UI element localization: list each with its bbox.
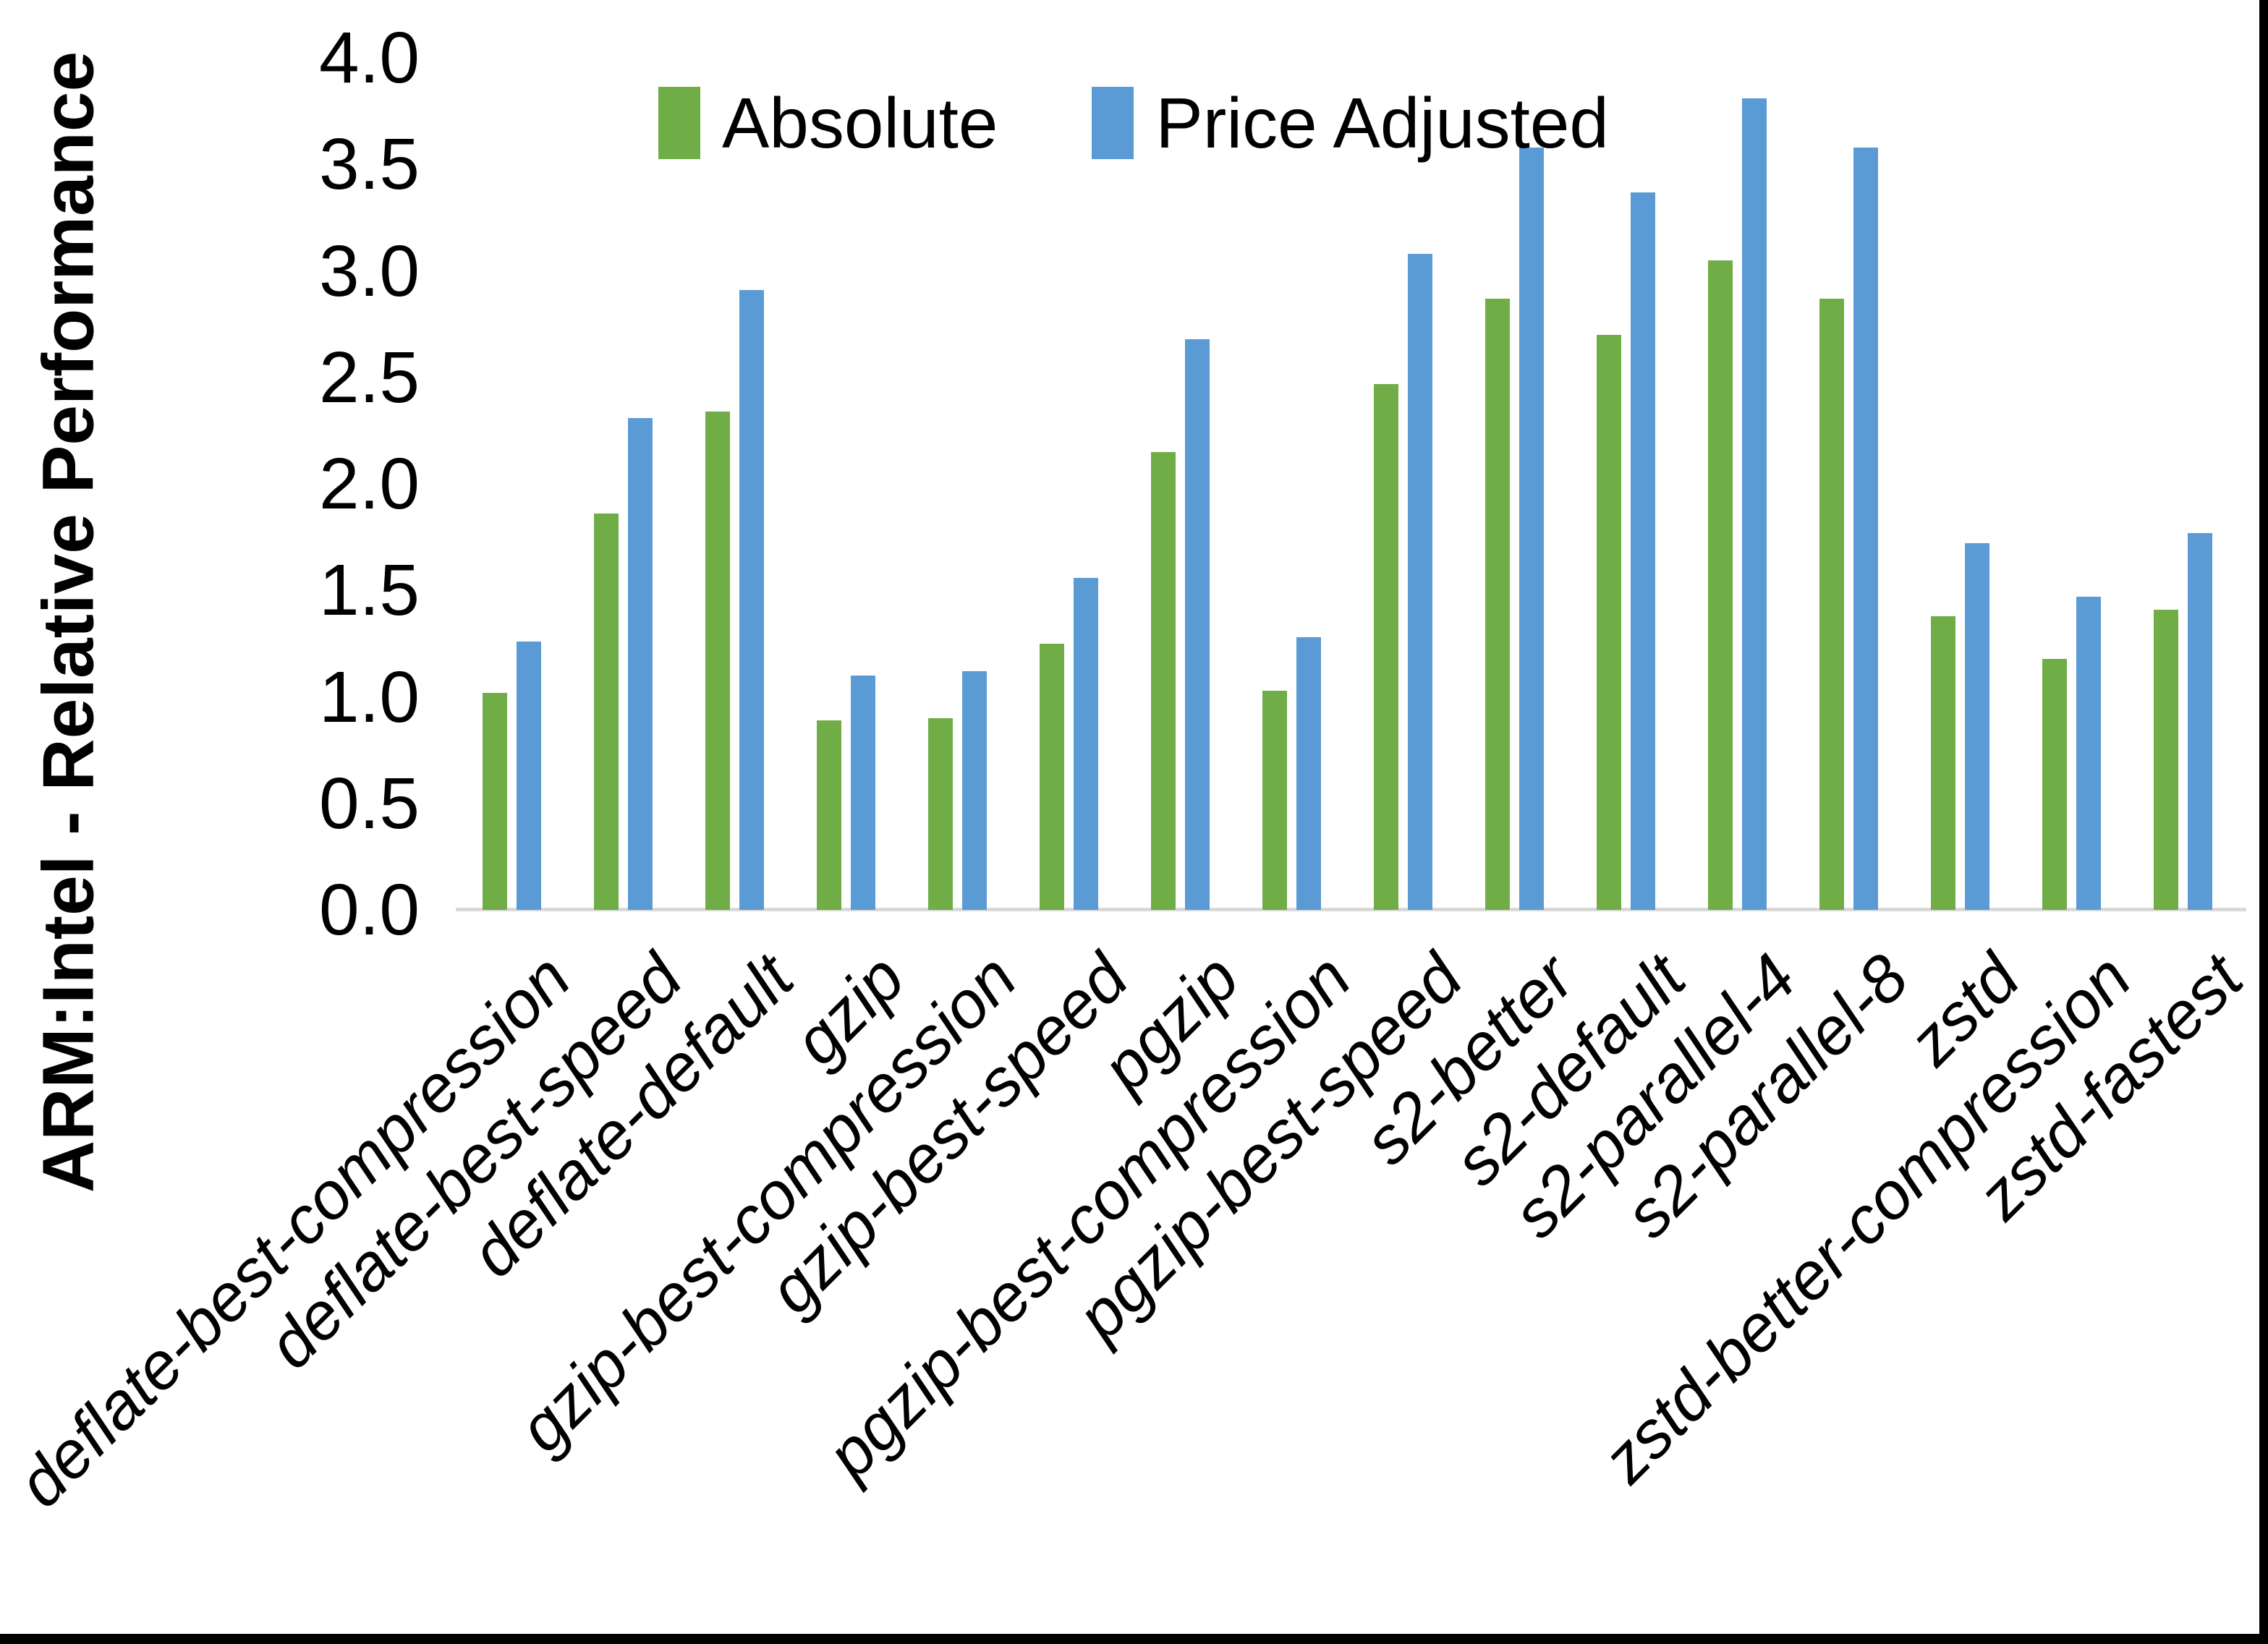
y-tick-label: 1.5 [318, 550, 420, 631]
bar-absolute-zstd-fastest [2154, 609, 2179, 910]
bar-price-adjusted-deflate-best-compression [516, 641, 541, 910]
bar-price-adjusted-s2-parallel-8 [1853, 147, 1879, 910]
legend-label-price-adjusted: Price Adjusted [1155, 83, 1609, 163]
bar-price-adjusted-zstd-better-compression [2076, 597, 2102, 910]
bar-price-adjusted-zstd [1965, 543, 1990, 910]
bar-absolute-s2-better [1485, 298, 1511, 910]
plot-area [456, 58, 2246, 911]
bar-absolute-gzip-best-speed [1039, 643, 1064, 910]
x-axis-line [456, 908, 2246, 911]
legend-item-price-adjusted: Price Adjusted [1092, 83, 1609, 163]
bar-price-adjusted-deflate-default [739, 290, 764, 910]
y-tick-label: 2.0 [318, 443, 420, 524]
y-tick-label: 3.0 [318, 230, 420, 312]
screenshot-bottom-border [0, 1634, 2268, 1644]
bar-absolute-s2-default [1597, 334, 1622, 910]
y-tick-label: 1.0 [318, 656, 420, 738]
bar-price-adjusted-s2-default [1631, 192, 1656, 910]
y-axis-title: ARM:Intel - Relative Performance [27, 51, 109, 1193]
y-tick-label: 4.0 [318, 17, 420, 98]
bar-price-adjusted-pgzip-best-speed [1408, 253, 1433, 910]
bar-price-adjusted-s2-parallel-4 [1742, 98, 1767, 910]
price-adjusted-series-swatch-icon [1092, 87, 1134, 159]
legend-item-absolute: Absolute [658, 85, 998, 161]
bar-price-adjusted-deflate-best-speed [627, 417, 653, 910]
bar-price-adjusted-zstd-fastest [2188, 532, 2213, 910]
y-tick-label: 0.0 [318, 869, 420, 950]
legend: Absolute Price Adjusted [658, 85, 1609, 161]
bar-absolute-pgzip [1150, 451, 1176, 910]
y-tick-label: 2.5 [318, 336, 420, 418]
screenshot-right-border [2259, 0, 2268, 1644]
bar-absolute-s2-parallel-8 [1819, 298, 1845, 910]
bar-price-adjusted-s2-better [1519, 147, 1545, 910]
bar-price-adjusted-pgzip [1184, 338, 1210, 910]
bar-absolute-pgzip-best-compression [1262, 690, 1287, 910]
bar-absolute-pgzip-best-speed [1374, 383, 1399, 910]
bar-price-adjusted-gzip-best-compression [961, 671, 987, 910]
bar-absolute-deflate-best-speed [593, 514, 619, 910]
bar-price-adjusted-pgzip-best-compression [1296, 637, 1321, 910]
bar-absolute-zstd [1931, 616, 1956, 910]
bar-absolute-deflate-best-compression [482, 692, 507, 910]
bar-absolute-deflate-default [705, 411, 730, 910]
legend-label-absolute: Absolute [722, 83, 998, 163]
bar-price-adjusted-gzip-best-speed [1073, 577, 1098, 910]
bar-absolute-s2-parallel-4 [1708, 260, 1733, 910]
bar-price-adjusted-gzip [850, 676, 875, 910]
y-tick-label: 3.5 [318, 124, 420, 205]
absolute-series-swatch-icon [658, 87, 700, 159]
bar-absolute-gzip-best-compression [927, 717, 953, 910]
y-tick-label: 0.5 [318, 762, 420, 844]
bar-absolute-gzip [816, 720, 841, 910]
bar-absolute-zstd-better-compression [2042, 658, 2068, 910]
